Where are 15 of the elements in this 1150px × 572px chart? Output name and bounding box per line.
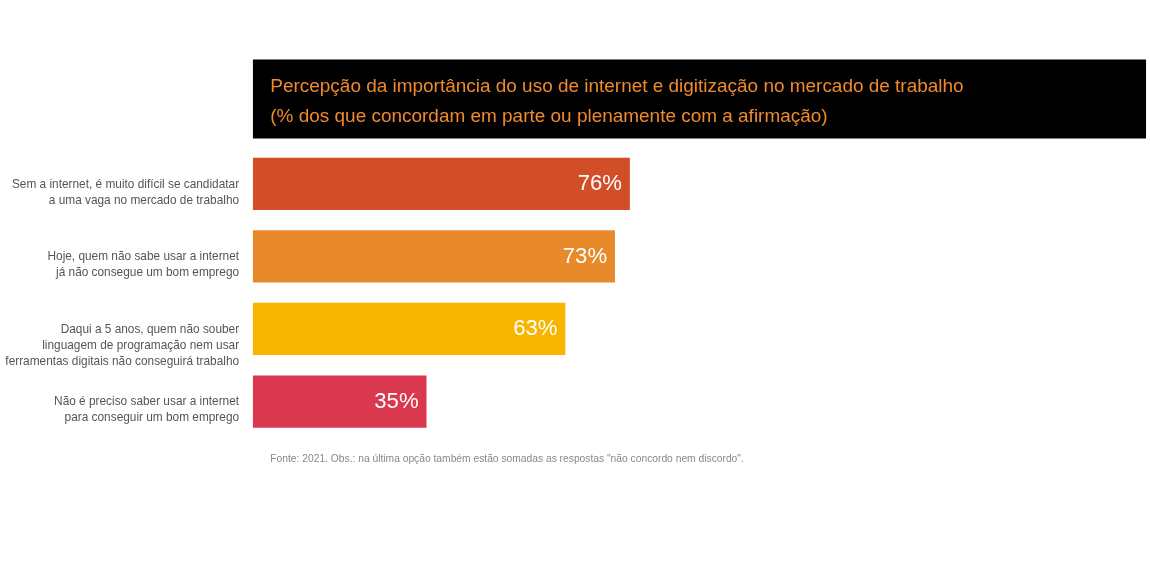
bar: [252, 157, 630, 210]
y-tick-label: Sem a internet, é muito difícil se candidatar a uma vaga no mercado de trabalho: [11, 176, 240, 207]
source-note: Fonte: 2021. Obs.: na última opção também estão somadas as respostas "não concordo nem discordo".: [270, 452, 744, 464]
y-tick-label: Não é preciso saber usar a internet para conseguir um bom emprego: [54, 394, 240, 425]
chart-title: Percepção da importância do uso de internet e digitização no mercado de trabalho: [270, 74, 964, 96]
bar: [252, 302, 566, 356]
bar: [252, 230, 615, 283]
chart-subtitle: (% dos que concordam em parte ou plenamente com a afirmação): [270, 104, 828, 126]
data-label: 76%: [577, 170, 622, 196]
data-label: 35%: [374, 387, 419, 413]
bar: [252, 375, 427, 428]
y-tick-label: Daqui a 5 anos, quem não souber linguagem de programação nem usar ferramentas digitais não conseguirá trabalho: [5, 321, 240, 368]
y-tick-label: Hoje, quem não sabe usar a internet já não consegue um bom emprego: [47, 249, 240, 280]
data-label: 73%: [562, 242, 608, 268]
data-label: 63%: [513, 315, 558, 341]
